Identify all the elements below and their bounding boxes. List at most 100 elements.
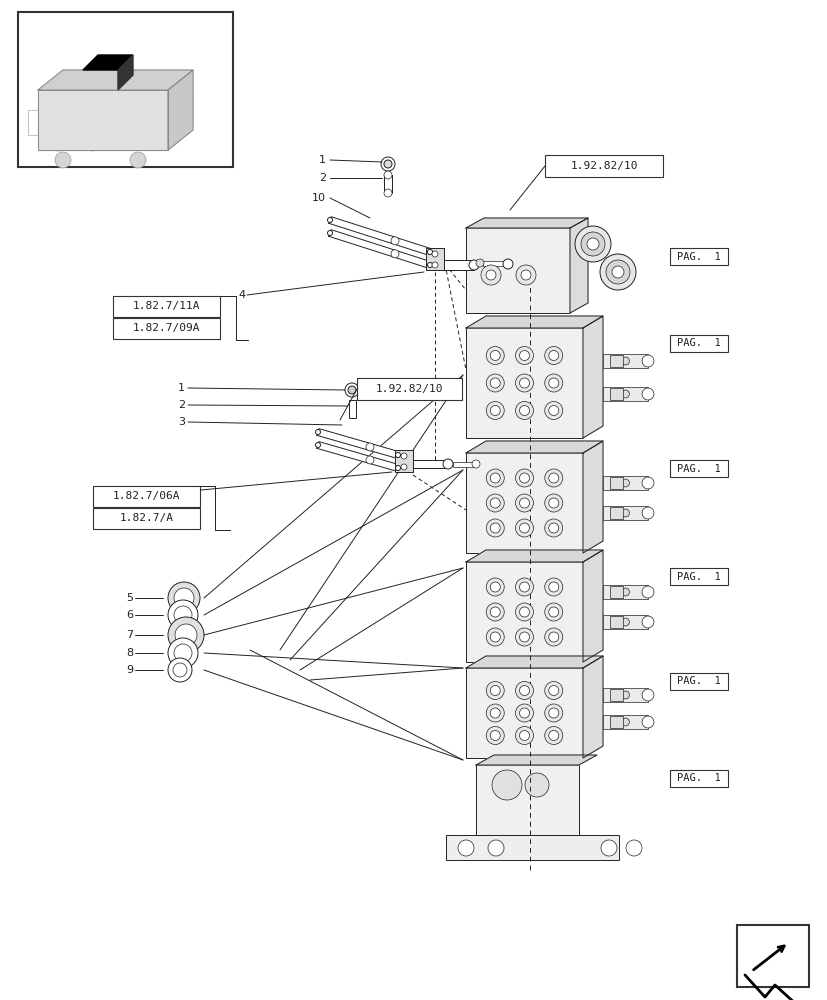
Circle shape [548,632,558,642]
Circle shape [485,494,504,512]
Polygon shape [582,441,602,553]
Circle shape [490,708,500,718]
Bar [413,460,447,468]
Circle shape [621,509,629,517]
Circle shape [485,374,504,392]
Text: 1.82.7/09A: 1.82.7/09A [132,324,200,334]
Circle shape [515,469,533,487]
Circle shape [55,152,71,168]
Circle shape [168,600,198,630]
Circle shape [502,259,513,269]
Circle shape [515,265,535,285]
Circle shape [327,218,332,223]
Text: PAG.  1: PAG. 1 [676,464,720,474]
Circle shape [548,351,558,360]
Bar [476,765,578,835]
Bar [602,615,648,629]
Circle shape [327,231,332,235]
Text: 7: 7 [126,630,133,640]
Circle shape [400,464,407,470]
Circle shape [485,726,504,744]
Text: 9: 9 [126,665,133,675]
Circle shape [544,374,562,392]
Polygon shape [466,316,602,328]
Circle shape [52,99,64,111]
Circle shape [641,716,653,728]
Circle shape [168,638,198,668]
Text: 1.82.7/A: 1.82.7/A [119,514,174,524]
Circle shape [519,632,528,642]
Circle shape [515,682,533,700]
Bar [602,715,648,729]
Circle shape [621,691,629,699]
Circle shape [544,469,562,487]
Bar [609,355,623,367]
Text: 2: 2 [178,400,184,410]
Circle shape [641,616,653,628]
Bar [609,507,623,519]
Bar [609,586,623,598]
Circle shape [490,473,500,483]
Polygon shape [569,218,587,313]
Circle shape [485,704,504,722]
Circle shape [641,477,653,489]
Circle shape [487,840,504,856]
Circle shape [544,401,562,420]
Circle shape [490,686,500,696]
Circle shape [427,249,432,254]
Circle shape [544,726,562,744]
Circle shape [641,388,653,400]
Circle shape [380,157,394,171]
Circle shape [490,378,500,388]
Circle shape [315,430,320,434]
Circle shape [548,498,558,508]
Polygon shape [118,55,133,90]
Circle shape [548,582,558,592]
Circle shape [345,383,359,397]
Circle shape [611,266,624,278]
Circle shape [519,686,528,696]
Bar [394,450,413,472]
Circle shape [55,122,61,128]
Bar [466,328,582,438]
Circle shape [586,238,598,250]
Circle shape [515,374,533,392]
Bar [609,716,623,728]
Bar [609,616,623,628]
Bar [482,261,508,266]
Bar [609,477,623,489]
Circle shape [515,726,533,744]
Bar [18,12,232,167]
Bar [609,388,623,400]
Text: PAG.  1: PAG. 1 [676,251,720,261]
Circle shape [548,607,558,617]
Circle shape [548,708,558,718]
Circle shape [87,139,99,151]
Bar [669,770,727,787]
Polygon shape [582,316,602,438]
Circle shape [544,347,562,364]
Circle shape [621,479,629,487]
Bar [443,260,473,270]
Circle shape [548,378,558,388]
Bar [466,562,582,662]
Polygon shape [328,230,431,268]
Text: PAG.  1: PAG. 1 [676,676,720,686]
Bar [602,387,648,401]
Circle shape [366,456,374,464]
Circle shape [515,578,533,596]
Bar [384,175,391,193]
Polygon shape [466,441,602,453]
Text: 3: 3 [178,417,184,427]
Circle shape [548,523,558,533]
Bar [602,476,648,490]
Bar [112,296,220,317]
Circle shape [432,251,437,257]
Bar [93,508,200,529]
Circle shape [90,122,96,128]
Polygon shape [466,218,587,228]
Text: 1.82.7/11A: 1.82.7/11A [132,302,200,312]
Circle shape [544,578,562,596]
Circle shape [524,773,548,797]
Circle shape [520,270,530,280]
